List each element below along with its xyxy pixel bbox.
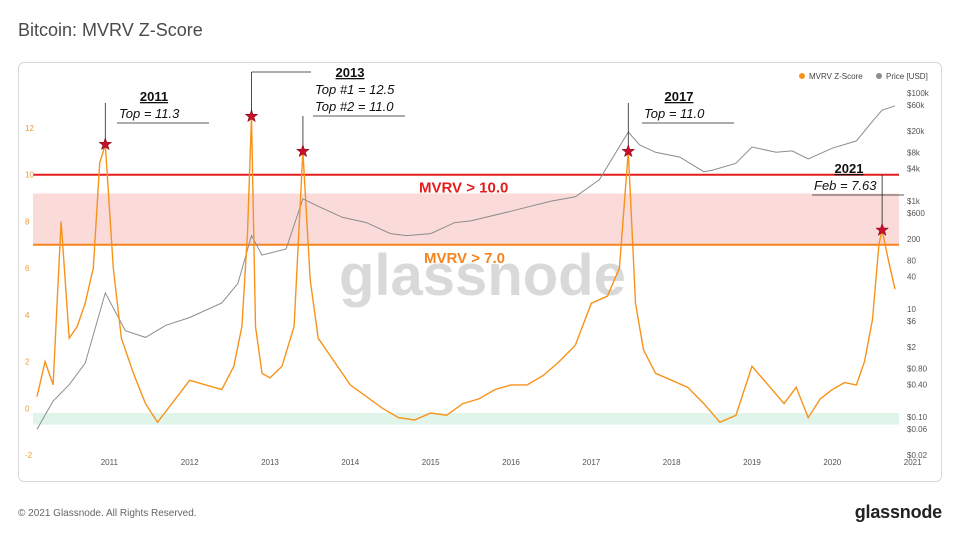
x-tick-label: 2013 (261, 458, 279, 467)
annotation-text: Top #2 = 11.0 (315, 99, 394, 114)
annotation-year: 2013 (336, 65, 365, 80)
chart-frame: MVRV > 10.0 MVRV > 7.0 glassnode -2 0 2 4 6 8 10 1… (18, 62, 942, 482)
left-tick-label: 8 (25, 217, 30, 226)
price-series-line (36, 105, 896, 430)
right-tick-label: $600 (907, 209, 925, 218)
right-tick-label: $0.80 (907, 364, 928, 373)
right-tick-label: $6 (907, 317, 916, 326)
left-tick-label: 4 (25, 311, 30, 320)
page-title: Bitcoin: MVRV Z-Score (18, 20, 203, 40)
right-tick-label: $8k (907, 148, 921, 157)
mvrv-series-line (36, 116, 896, 424)
right-tick-label: $1k (907, 197, 921, 206)
annotation-text: Top = 11.0 (644, 106, 705, 121)
left-tick-label: 12 (25, 124, 34, 133)
left-tick-label: 0 (25, 404, 30, 413)
annotation-year: 2021 (835, 161, 864, 176)
threshold-label-7: MVRV > 7.0 (424, 250, 505, 267)
peak-star (875, 222, 890, 237)
annotation-text: Feb = 7.63 (814, 178, 877, 193)
annotation-text: Top = 11.3 (119, 106, 180, 121)
left-tick-label: 6 (25, 264, 30, 273)
peak-star (98, 137, 113, 151)
threshold-label-10: MVRV > 10.0 (419, 180, 508, 197)
watermark: glassnode (339, 243, 626, 308)
x-tick-label: 2019 (743, 458, 761, 467)
band-2 (33, 412, 899, 425)
annotation-text: Top #1 = 12.5 (315, 82, 395, 97)
peak-star (244, 109, 259, 123)
copyright-text: © 2021 Glassnode. All Rights Reserved. (18, 508, 197, 519)
x-tick-label: 2012 (181, 458, 199, 467)
legend-mvrv-marker (799, 73, 805, 79)
right-tick-label: 200 (907, 235, 921, 244)
x-tick-label: 2021 (904, 458, 922, 467)
right-tick-label: $0.10 (907, 413, 928, 422)
x-tick-label: 2015 (422, 458, 440, 467)
band-1 (33, 193, 899, 245)
x-tick-label: 2017 (582, 458, 600, 467)
peak-star (621, 144, 636, 158)
right-tick-label: $0.02 (907, 451, 928, 460)
x-tick-label: 2014 (341, 458, 359, 467)
left-tick-label: -2 (25, 451, 33, 460)
right-tick-label: $60k (907, 101, 925, 110)
brand-logo: glassnode (854, 502, 942, 522)
annotation-year: 2011 (140, 89, 168, 104)
peak-star (295, 144, 310, 158)
annotation-year: 2017 (665, 89, 694, 104)
right-tick-label: 40 (907, 273, 916, 282)
right-tick-label: $0.40 (907, 381, 928, 390)
right-tick-label: $4k (907, 165, 921, 174)
right-tick-label: 10 (907, 305, 916, 314)
left-tick-label: 2 (25, 358, 30, 367)
legend-price-marker (876, 73, 882, 79)
x-tick-label: 2020 (823, 458, 841, 467)
right-tick-label: $100k (907, 89, 930, 98)
x-tick-label: 2018 (663, 458, 681, 467)
right-tick-label: $20k (907, 127, 925, 136)
x-tick-label: 2016 (502, 458, 520, 467)
right-tick-label: $0.06 (907, 425, 928, 434)
right-tick-label: 80 (907, 256, 916, 265)
x-tick-label: 2011 (101, 458, 119, 467)
right-tick-label: $2 (907, 343, 916, 352)
legend-price-label: Price [USD] (886, 72, 928, 81)
legend-mvrv-label: MVRV Z-Score (809, 72, 863, 81)
left-tick-label: 10 (25, 171, 34, 180)
